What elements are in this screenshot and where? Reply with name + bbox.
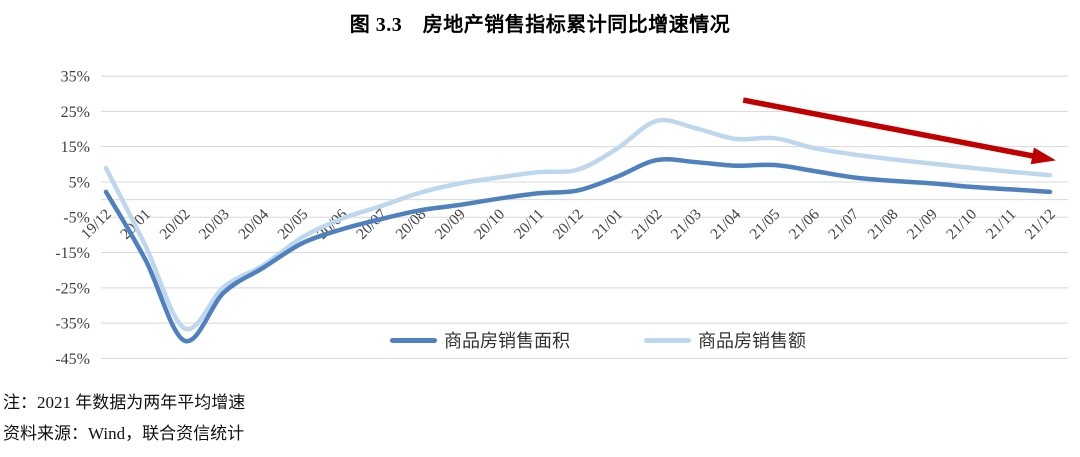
series-line-sales-area <box>103 157 1053 344</box>
y-tick-label: 5% <box>69 174 90 191</box>
x-tick-label: 21/10 <box>943 206 980 243</box>
x-tick-label: 21/02 <box>628 206 665 243</box>
x-tick-label: 21/01 <box>589 206 626 243</box>
chart-legend: 商品房销售面积 商品房销售额 <box>390 329 806 351</box>
y-tick-label: -35% <box>55 316 90 333</box>
y-tick-label: -5% <box>63 210 90 227</box>
line-chart: 35%25%15%5%-5%-15%-25%-35%-45%19/12 20/01… <box>55 69 1068 368</box>
x-tick-label: 20/12 <box>550 206 587 243</box>
legend-label-sales-amount: 商品房销售额 <box>698 331 806 351</box>
legend-swatch-sales-area <box>390 337 437 343</box>
x-tick-label: 21/05 <box>746 206 783 243</box>
y-tick-label: -15% <box>55 245 90 262</box>
x-tick-label: 21/06 <box>786 206 823 243</box>
data-source: 资料来源：Wind，联合资信统计 <box>3 424 245 443</box>
y-tick-label: -25% <box>55 280 90 297</box>
trend-arrow-shaft <box>742 97 1035 159</box>
x-tick-label: 21/03 <box>668 206 705 243</box>
legend-item-sales-area: 商品房销售面积 <box>390 327 570 353</box>
y-tick-label: -45% <box>55 351 90 368</box>
footnote: 注：2021 年数据为两年平均增速 <box>3 393 246 412</box>
x-tick-label: 20/03 <box>196 206 233 243</box>
trend-arrow-head <box>1030 147 1056 165</box>
x-tick-label: 21/08 <box>864 206 901 243</box>
x-tick-label: 20/10 <box>471 206 508 243</box>
series-line-sales-amount <box>103 117 1053 332</box>
x-tick-label: 21/09 <box>904 206 941 243</box>
x-tick-label: 20/02 <box>157 206 194 243</box>
x-tick-label: 20/11 <box>511 206 548 243</box>
x-tick-label: 21/07 <box>825 206 862 243</box>
x-tick-label: 21/04 <box>707 206 744 243</box>
chart-title: 图 3.3 房地产销售指标累计同比增速情况 <box>349 14 731 36</box>
legend-item-sales-amount: 商品房销售额 <box>644 327 806 353</box>
x-tick-label: 21/11 <box>983 206 1020 243</box>
legend-label-sales-area: 商品房销售面积 <box>444 331 570 351</box>
legend-swatch-sales-amount <box>644 337 691 343</box>
x-tick-label: 21/12 <box>1022 206 1059 243</box>
x-tick-label: 20/04 <box>235 206 272 243</box>
y-tick-label: 35% <box>61 69 90 86</box>
x-tick-label: 20/09 <box>432 206 469 243</box>
y-tick-label: 25% <box>61 104 90 121</box>
y-tick-label: 15% <box>61 139 90 156</box>
